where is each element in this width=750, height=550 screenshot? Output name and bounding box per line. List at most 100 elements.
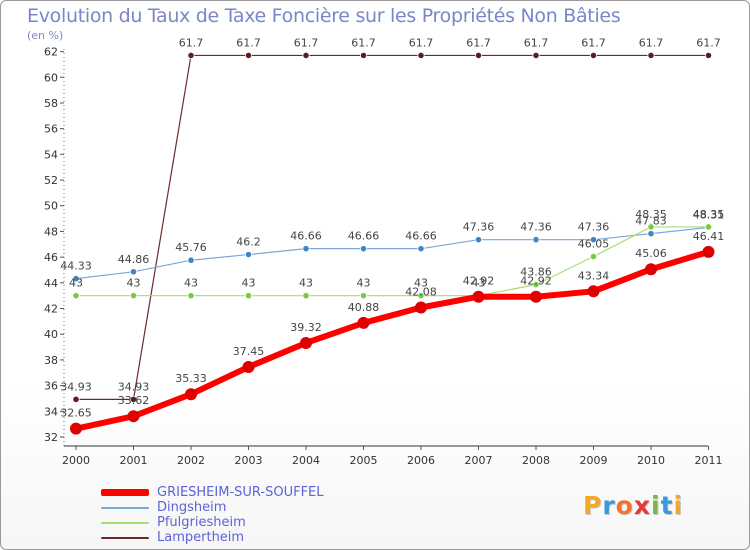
data-point-griesheim-sur-souffel bbox=[185, 388, 197, 401]
data-label-pfulgriesheim: 43 bbox=[414, 277, 428, 290]
proxiti-logo: Proxiti bbox=[583, 491, 683, 520]
data-point-lampertheim bbox=[72, 395, 80, 403]
legend-swatch-dingsheim bbox=[101, 507, 149, 509]
legend-label-pfulgriesheim: Pfulgriesheim bbox=[157, 515, 246, 530]
data-point-dingsheim bbox=[187, 256, 195, 264]
data-point-dingsheim bbox=[129, 268, 138, 276]
x-tick-label: 2010 bbox=[637, 454, 665, 467]
y-tick-label: 58 bbox=[44, 97, 58, 110]
y-tick-label: 52 bbox=[44, 174, 58, 187]
data-point-dingsheim bbox=[417, 245, 425, 253]
data-point-pfulgriesheim bbox=[359, 292, 368, 300]
legend-label-lampertheim: Lampertheim bbox=[157, 530, 245, 545]
data-point-lampertheim bbox=[244, 51, 253, 60]
data-label-dingsheim: 47.36 bbox=[520, 221, 552, 234]
y-tick-label: 50 bbox=[44, 200, 58, 213]
data-label-dingsheim: 44.33 bbox=[60, 260, 92, 273]
logo-letter: o bbox=[615, 491, 634, 520]
data-label-griesheim-sur-souffel: 45.06 bbox=[635, 247, 667, 260]
data-label-dingsheim: 46.2 bbox=[236, 236, 261, 249]
y-tick-label: 34 bbox=[44, 405, 58, 418]
x-tick-label: 2000 bbox=[62, 454, 90, 467]
data-label-pfulgriesheim: 46.05 bbox=[578, 237, 610, 250]
x-tick-label: 2001 bbox=[120, 454, 148, 467]
chart-subtitle: (en %) bbox=[27, 29, 64, 42]
data-label-lampertheim: 34.93 bbox=[60, 380, 92, 393]
data-label-griesheim-sur-souffel: 35.33 bbox=[175, 372, 207, 385]
chart-title: Evolution du Taux de Taxe Foncière sur l… bbox=[27, 5, 621, 27]
data-point-dingsheim bbox=[244, 250, 253, 259]
logo-letter: t bbox=[660, 491, 674, 520]
data-point-lampertheim bbox=[647, 51, 655, 60]
data-point-pfulgriesheim bbox=[244, 292, 253, 300]
data-label-dingsheim: 47.83 bbox=[635, 215, 667, 228]
data-label-lampertheim: 61.7 bbox=[581, 36, 606, 49]
data-label-griesheim-sur-souffel: 43.34 bbox=[578, 269, 610, 282]
data-point-griesheim-sur-souffel bbox=[70, 422, 82, 435]
x-tick-label: 2004 bbox=[292, 454, 320, 467]
data-label-griesheim-sur-souffel: 46.41 bbox=[693, 230, 725, 243]
data-point-lampertheim bbox=[129, 395, 138, 403]
data-point-griesheim-sur-souffel bbox=[587, 285, 600, 298]
data-label-lampertheim: 61.7 bbox=[236, 36, 261, 49]
data-point-dingsheim bbox=[359, 245, 368, 253]
x-tick-label: 2008 bbox=[522, 454, 550, 467]
data-point-lampertheim bbox=[302, 51, 310, 60]
y-tick-label: 54 bbox=[44, 148, 58, 161]
data-label-dingsheim: 44.86 bbox=[118, 253, 150, 266]
data-label-dingsheim: 46.66 bbox=[348, 230, 380, 243]
data-label-lampertheim: 61.7 bbox=[351, 36, 376, 49]
series-line-griesheim-sur-souffel bbox=[73, 248, 712, 432]
data-point-griesheim-sur-souffel bbox=[645, 263, 657, 276]
legend-label-griesheim: GRIESHEIM-SUR-SOUFFEL bbox=[157, 485, 324, 500]
data-label-lampertheim: 61.7 bbox=[409, 36, 434, 49]
data-point-pfulgriesheim bbox=[129, 292, 138, 300]
x-tick-label: 2011 bbox=[695, 454, 723, 467]
logo-letter: P bbox=[583, 491, 603, 520]
y-tick-label: 42 bbox=[44, 303, 58, 316]
y-tick-label: 44 bbox=[44, 277, 58, 290]
data-point-griesheim-sur-souffel bbox=[415, 301, 427, 314]
data-point-pfulgriesheim bbox=[704, 223, 713, 231]
legend-swatch-pfulgriesheim bbox=[101, 522, 149, 524]
logo-letter: r bbox=[602, 491, 616, 520]
data-point-dingsheim bbox=[532, 236, 540, 244]
data-label-lampertheim: 61.7 bbox=[294, 36, 319, 49]
data-point-griesheim-sur-souffel bbox=[300, 336, 312, 349]
y-tick-label: 32 bbox=[44, 431, 58, 444]
legend-swatch-griesheim bbox=[101, 489, 149, 496]
data-point-pfulgriesheim bbox=[417, 292, 425, 300]
y-tick-label: 36 bbox=[44, 380, 58, 393]
y-tick-label: 38 bbox=[44, 354, 58, 367]
data-point-lampertheim bbox=[359, 51, 368, 60]
y-tick-label: 46 bbox=[44, 251, 58, 264]
data-label-pfulgriesheim: 43 bbox=[472, 277, 486, 290]
data-point-lampertheim bbox=[474, 51, 483, 60]
data-label-dingsheim: 47.36 bbox=[578, 221, 610, 234]
data-label-dingsheim: 45.76 bbox=[175, 241, 207, 254]
data-label-griesheim-sur-souffel: 40.88 bbox=[348, 301, 380, 314]
data-point-dingsheim bbox=[302, 245, 310, 253]
data-label-griesheim-sur-souffel: 42.92 bbox=[463, 275, 495, 288]
x-tick-label: 2009 bbox=[580, 454, 608, 467]
data-label-pfulgriesheim: 43.86 bbox=[520, 266, 552, 279]
logo-letter: x bbox=[633, 491, 651, 520]
data-label-lampertheim: 61.7 bbox=[639, 36, 664, 49]
data-label-griesheim-sur-souffel: 42.92 bbox=[520, 275, 552, 288]
data-label-griesheim-sur-souffel: 39.32 bbox=[290, 321, 322, 334]
data-label-griesheim-sur-souffel: 33.62 bbox=[118, 394, 150, 407]
data-label-lampertheim: 61.7 bbox=[179, 36, 204, 49]
y-tick-label: 48 bbox=[44, 225, 58, 238]
legend-swatch-lampertheim bbox=[101, 537, 149, 539]
logo-letter: i bbox=[673, 491, 684, 520]
data-point-pfulgriesheim bbox=[187, 292, 195, 300]
x-tick-label: 2003 bbox=[235, 454, 263, 467]
y-tick-label: 62 bbox=[44, 46, 58, 59]
data-label-lampertheim: 61.7 bbox=[466, 36, 491, 49]
x-tick-label: 2007 bbox=[465, 454, 493, 467]
data-point-dingsheim bbox=[474, 236, 483, 244]
data-label-griesheim-sur-souffel: 42.08 bbox=[405, 285, 437, 298]
data-label-pfulgriesheim: 48.35 bbox=[693, 208, 725, 221]
